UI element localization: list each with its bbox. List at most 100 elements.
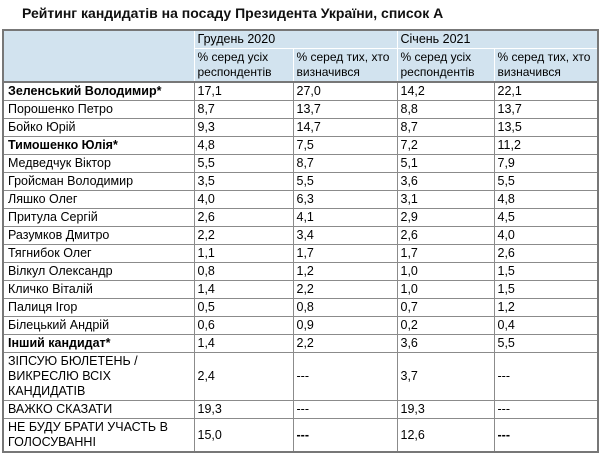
candidate-name-cell: Порошенко Петро: [2, 100, 195, 119]
value-cell: 1,2: [292, 262, 398, 281]
table-header: Грудень 2020 Січень 2021 % серед усіх ре…: [2, 29, 599, 83]
candidate-name-cell: Притула Сергій: [2, 208, 195, 227]
value-cell: 4,1: [292, 208, 398, 227]
value-cell: 7,5: [292, 136, 398, 155]
value-cell: 14,2: [396, 81, 495, 101]
value-cell: 4,8: [493, 190, 599, 209]
table-row: Медведчук Віктор 5,5 8,7 5,1 7,9: [2, 154, 599, 173]
value-cell: 11,2: [493, 136, 599, 155]
group-header-january-2021: Січень 2021: [396, 29, 599, 49]
table-row: Бойко Юрій 9,3 14,7 8,7 13,5: [2, 118, 599, 137]
table-row: Порошенко Петро 8,7 13,7 8,8 13,7: [2, 100, 599, 119]
value-cell: ---: [493, 352, 599, 401]
candidate-name-cell: Палиця Ігор: [2, 298, 195, 317]
column-header-jan-all-respondents: % серед усіх респондентів: [396, 48, 495, 83]
value-cell: 0,6: [193, 316, 294, 335]
value-cell: 13,5: [493, 118, 599, 137]
value-cell: 9,3: [193, 118, 294, 137]
table-row: Тимошенко Юлія* 4,8 7,5 7,2 11,2: [2, 136, 599, 155]
candidate-name-cell: Зеленський Володимир*: [2, 81, 195, 101]
value-cell: 3,7: [396, 352, 495, 401]
value-cell: 5,5: [193, 154, 294, 173]
value-cell: 13,7: [292, 100, 398, 119]
value-cell: 4,5: [493, 208, 599, 227]
candidate-name-cell: Вілкул Олександр: [2, 262, 195, 281]
value-cell: 1,2: [493, 298, 599, 317]
value-cell: 3,6: [396, 334, 495, 353]
value-cell: 1,0: [396, 262, 495, 281]
value-cell: 0,8: [292, 298, 398, 317]
ratings-table: Грудень 2020 Січень 2021 % серед усіх ре…: [2, 29, 599, 453]
candidate-name-cell: Медведчук Віктор: [2, 154, 195, 173]
value-cell: ---: [292, 418, 398, 453]
value-cell: 1,1: [193, 244, 294, 263]
value-cell: 1,4: [193, 280, 294, 299]
candidate-name-cell: Гройсман Володимир: [2, 172, 195, 191]
candidate-name-cell: ВАЖКО СКАЗАТИ: [2, 400, 195, 419]
value-cell: 1,5: [493, 262, 599, 281]
value-cell: 2,9: [396, 208, 495, 227]
sub-header-row: % серед усіх респондентів % серед тих, х…: [3, 48, 599, 83]
value-cell: 2,4: [193, 352, 294, 401]
value-cell: 8,7: [396, 118, 495, 137]
value-cell: 0,8: [193, 262, 294, 281]
table-row: ВАЖКО СКАЗАТИ 19,3 --- 19,3 ---: [2, 400, 599, 419]
value-cell: 3,6: [396, 172, 495, 191]
value-cell: 4,0: [493, 226, 599, 245]
value-cell: 1,0: [396, 280, 495, 299]
value-cell: 2,2: [193, 226, 294, 245]
table-row: Притула Сергій 2,6 4,1 2,9 4,5: [2, 208, 599, 227]
value-cell: 14,7: [292, 118, 398, 137]
value-cell: 2,6: [493, 244, 599, 263]
value-cell: 5,5: [493, 172, 599, 191]
value-cell: 17,1: [193, 81, 294, 101]
table-row: Інший кандидат* 1,4 2,2 3,6 5,5: [2, 334, 599, 353]
candidate-name-cell: Кличко Віталій: [2, 280, 195, 299]
value-cell: 1,5: [493, 280, 599, 299]
value-cell: 4,0: [193, 190, 294, 209]
table-row: Ляшко Олег 4,0 6,3 3,1 4,8: [2, 190, 599, 209]
candidate-name-cell: Разумков Дмитро: [2, 226, 195, 245]
value-cell: ---: [493, 400, 599, 419]
table-row: Разумков Дмитро 2,2 3,4 2,6 4,0: [2, 226, 599, 245]
table-corner-cell: [2, 29, 195, 83]
table-row: Білецький Андрій 0,6 0,9 0,2 0,4: [2, 316, 599, 335]
candidate-name-cell: Тимошенко Юлія*: [2, 136, 195, 155]
value-cell: 7,2: [396, 136, 495, 155]
value-cell: 1,7: [292, 244, 398, 263]
value-cell: 19,3: [193, 400, 294, 419]
value-cell: 2,2: [292, 334, 398, 353]
value-cell: 27,0: [292, 81, 398, 101]
value-cell: 7,9: [493, 154, 599, 173]
table-row: Зеленський Володимир* 17,1 27,0 14,2 22,1: [2, 81, 599, 101]
value-cell: 0,4: [493, 316, 599, 335]
value-cell: ---: [493, 418, 599, 453]
value-cell: 3,4: [292, 226, 398, 245]
table-row: Кличко Віталій 1,4 2,2 1,0 1,5: [2, 280, 599, 299]
value-cell: 15,0: [193, 418, 294, 453]
value-cell: 1,7: [396, 244, 495, 263]
value-cell: 6,3: [292, 190, 398, 209]
value-cell: 3,1: [396, 190, 495, 209]
value-cell: 12,6: [396, 418, 495, 453]
column-header-jan-decided: % серед тих, хто визначився: [493, 48, 599, 83]
candidate-name-cell: Інший кандидат*: [2, 334, 195, 353]
value-cell: 19,3: [396, 400, 495, 419]
candidate-name-cell: Тягнибок Олег: [2, 244, 195, 263]
value-cell: 4,8: [193, 136, 294, 155]
candidate-name-cell: ЗІПСУЮ БЮЛЕТЕНЬ / ВИКРЕСЛЮ ВСІХ КАНДИДАТ…: [2, 352, 195, 401]
candidate-name-cell: НЕ БУДУ БРАТИ УЧАСТЬ В ГОЛОСУВАННІ: [2, 418, 195, 453]
column-header-dec-decided: % серед тих, хто визначився: [292, 48, 398, 83]
value-cell: 3,5: [193, 172, 294, 191]
table-row: Гройсман Володимир 3,5 5,5 3,6 5,5: [2, 172, 599, 191]
table-row: Вілкул Олександр 0,8 1,2 1,0 1,5: [2, 262, 599, 281]
value-cell: 13,7: [493, 100, 599, 119]
value-cell: 0,5: [193, 298, 294, 317]
value-cell: 5,1: [396, 154, 495, 173]
value-cell: 8,8: [396, 100, 495, 119]
value-cell: 0,9: [292, 316, 398, 335]
value-cell: 5,5: [493, 334, 599, 353]
value-cell: 8,7: [193, 100, 294, 119]
group-header-row: Грудень 2020 Січень 2021: [2, 29, 599, 83]
